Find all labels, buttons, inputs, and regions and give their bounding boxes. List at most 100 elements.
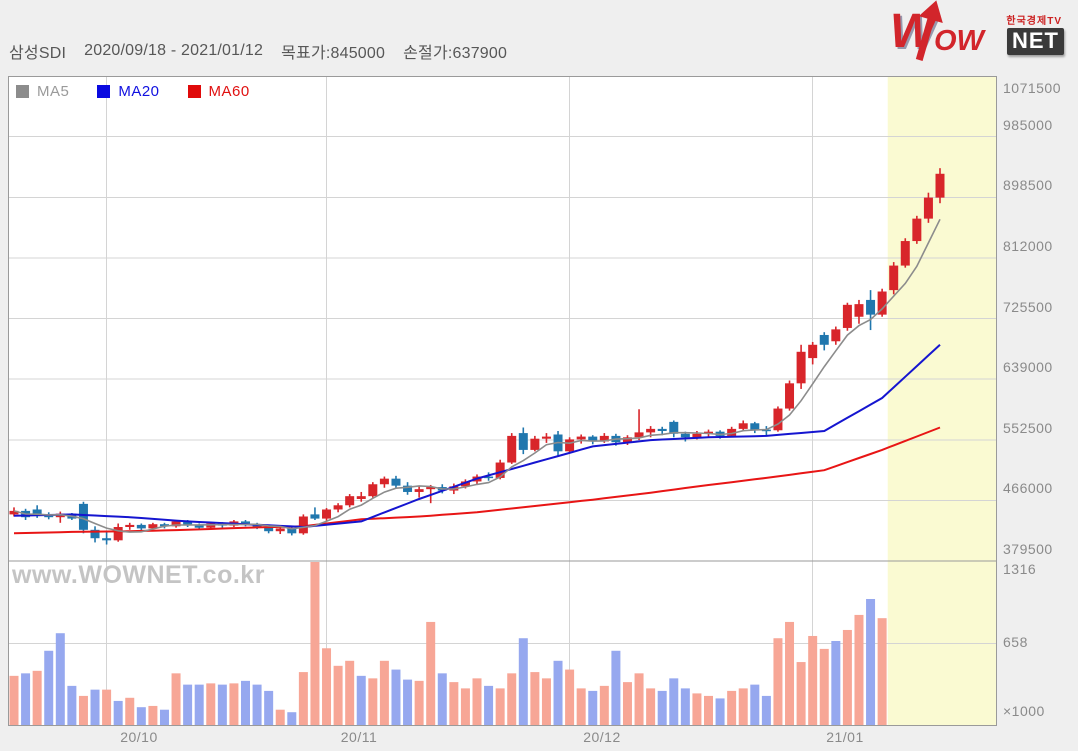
candle-body [310,514,320,519]
volume-bar [55,633,65,726]
candle-body [194,524,204,528]
volume-bar [599,685,609,726]
volume-bar [229,683,239,726]
volume-bar [866,598,876,726]
volume-bar [530,672,540,726]
ma5-label: MA5 [37,83,70,100]
candle-body [391,478,401,486]
volume-bar [136,707,146,726]
candle-body [831,329,841,342]
volume-bar [403,679,413,726]
chart-plot-area[interactable] [8,76,997,726]
volume-bar [576,688,586,726]
volume-axis-label: 658 [1003,634,1028,650]
candle-body [565,439,575,452]
candle-body [206,523,216,528]
volume-bar [692,693,702,726]
candle-body [368,484,378,497]
candle-body [78,503,88,530]
candle-body [588,436,598,442]
candle-body [287,528,297,534]
chart-background [8,76,997,726]
watermark: www.WOWNET.co.kr [12,561,265,589]
candle-body [241,521,250,525]
chart-border [8,76,997,726]
volume-bar [252,684,262,726]
volume-bar [32,670,42,726]
price-axis-label: 552500 [1003,420,1053,436]
volume-bar [657,690,667,726]
volume-bar [264,690,274,726]
ma20-label: MA20 [118,83,160,100]
volume-bar [472,678,482,726]
candle-body [912,218,922,242]
volume-bar [553,660,563,726]
volume-unit-label: ×1000 [1003,703,1045,719]
candle-body [507,435,517,463]
candle-body [866,299,876,315]
price-axis-label: 985000 [1003,117,1053,133]
date-range: 2020/09/18 - 2021/01/12 [84,42,264,59]
candle-body [403,485,413,492]
price-axis-label: 725500 [1003,299,1053,315]
highlight-region [887,76,997,726]
candle-body [796,351,806,384]
date-axis-label: 21/01 [826,729,864,745]
volume-bar [622,682,632,726]
volume-bar [21,673,31,726]
candle-body [738,423,748,429]
candle-body [275,528,285,532]
candle-body [692,433,702,438]
candle-body [298,516,308,534]
price-axis-label: 812000 [1003,238,1053,254]
date-axis-label: 20/12 [583,729,621,745]
volume-bar [785,621,795,726]
volume-bar [287,712,297,726]
volume-bar [345,660,355,726]
volume-bar [113,700,123,726]
candle-body [9,510,19,515]
candle-body [113,527,123,541]
candle-body [356,496,366,499]
volume-bar [715,698,725,726]
volume-bar [819,648,829,726]
volume-bar [368,678,378,726]
price-axis-label: 379500 [1003,541,1053,557]
date-axis-label: 20/10 [120,729,158,745]
volume-bar [379,660,389,726]
volume-bar [750,684,760,726]
volume-bar [310,562,320,726]
candle-body [669,421,679,434]
candle-body [171,521,181,527]
candle-body [90,529,100,539]
candle-body [102,538,112,541]
volume-bar [44,650,54,726]
stoploss-price-label: 손절가:637900 [403,45,508,62]
candle-body [32,509,42,515]
wownet-logo: W OW 한국경제TV NET [872,0,1068,70]
candle-body [345,496,355,506]
candle-body [322,509,332,519]
candle-body [773,408,783,431]
legend-item-ma20: MA20 [97,83,159,100]
volume-bar [298,672,308,726]
date-axis-label: 20/11 [340,729,378,745]
symbol-name: 삼성SDI [9,45,67,62]
volume-bar [808,635,818,726]
volume-bar [90,689,100,726]
volume-bar [484,685,494,726]
candle-body [923,197,933,219]
ma60-label: MA60 [208,83,250,100]
candle-body [785,383,795,409]
volume-bar [541,678,551,726]
price-axis-label: 1071500 [1003,80,1062,96]
volume-bar [391,669,401,726]
candle-body [646,428,656,433]
volume-bar [704,695,713,726]
logo-net-badge: NET [1007,28,1064,55]
volume-bar [877,618,887,726]
candle-body [495,462,505,478]
candle-body [727,428,737,436]
candle-body [750,423,760,430]
volume-bar [102,689,112,726]
